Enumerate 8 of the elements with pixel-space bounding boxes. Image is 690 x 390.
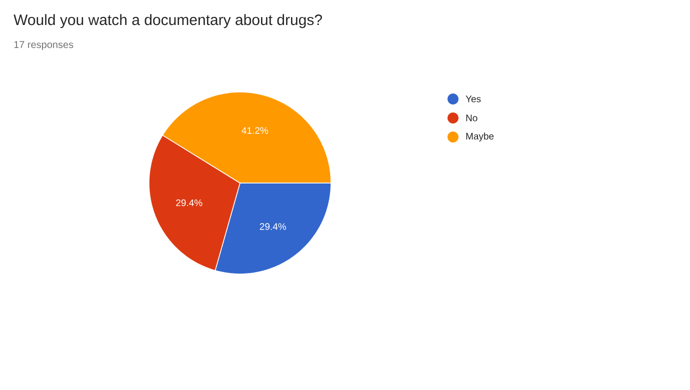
- data-label: 29.4%: [176, 199, 202, 206]
- legend-label: Maybe: [466, 132, 494, 142]
- data-label: 29.4%: [260, 223, 286, 230]
- legend-label: No: [466, 114, 478, 122]
- data-label: 41.2%: [242, 127, 268, 134]
- text: 17 responses: [14, 41, 74, 50]
- legend-label: Yes: [466, 96, 481, 102]
- chart-title: Would you watch a documentary about drugs?: [14, 14, 322, 28]
